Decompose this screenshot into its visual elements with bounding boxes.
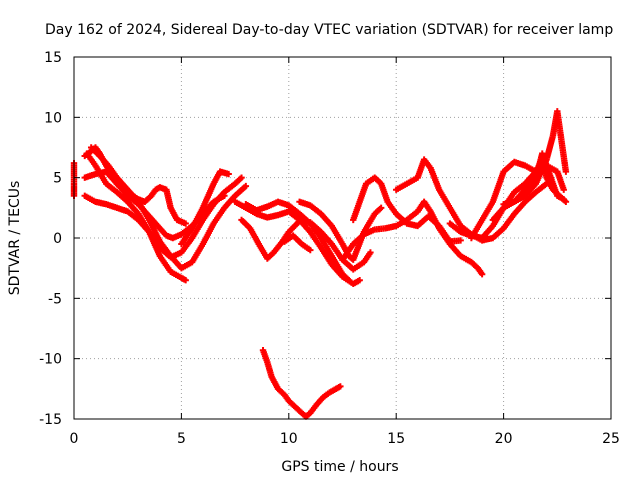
data-point-marker [560, 196, 567, 203]
chart-title: Day 162 of 2024, Sidereal Day-to-day VTE… [45, 22, 613, 38]
series-arc-10 [242, 198, 353, 284]
series-arc-14 [339, 198, 486, 278]
x-tick-label: 25 [602, 431, 620, 447]
axis-ticks: 0 5 10 15 20 25 -15 -10 -5 0 5 10 15 [39, 50, 620, 447]
series-arc-20 [259, 347, 344, 420]
y-axis-label: SDTVAR / TECUs [7, 181, 23, 296]
series-arc-4 [87, 144, 250, 272]
series-arc-12 [281, 232, 314, 254]
x-tick-label: 5 [177, 431, 186, 447]
data-point-marker [182, 277, 189, 284]
data-point-marker [345, 277, 353, 284]
data-point-marker [337, 383, 344, 390]
series-arc-7 [178, 168, 232, 248]
series-arc-13 [350, 174, 464, 245]
data-point-marker [562, 168, 570, 175]
y-tick-label: -5 [48, 291, 62, 307]
y-tick-label: -15 [39, 412, 62, 428]
x-tick-label: 0 [70, 431, 79, 447]
data-markers [70, 108, 570, 420]
data-point-marker [457, 237, 464, 244]
data-point-marker [560, 186, 567, 193]
series-arc-11 [296, 198, 385, 263]
series-arc-6 [81, 174, 245, 261]
data-point-marker [238, 174, 245, 181]
x-tick-label: 10 [280, 431, 298, 447]
data-point-marker [182, 220, 189, 227]
y-tick-label: 5 [53, 171, 62, 187]
series-arc-15 [393, 156, 550, 244]
x-tick-label: 20 [495, 431, 513, 447]
y-tick-label: 15 [44, 50, 62, 66]
data-point-marker [478, 271, 486, 278]
y-tick-label: -10 [39, 352, 62, 368]
data-point-marker [307, 246, 314, 254]
series-arc-19 [500, 150, 567, 208]
data-point-marker [356, 277, 363, 284]
data-point-marker [377, 204, 385, 212]
data-point-marker [225, 170, 232, 178]
x-axis-label: GPS time / hours [281, 459, 398, 475]
x-tick-label: 15 [387, 431, 405, 447]
data-point-marker [367, 249, 374, 256]
y-tick-label: 10 [44, 110, 62, 126]
y-tick-label: 0 [53, 231, 62, 247]
data-point-marker [242, 182, 250, 190]
